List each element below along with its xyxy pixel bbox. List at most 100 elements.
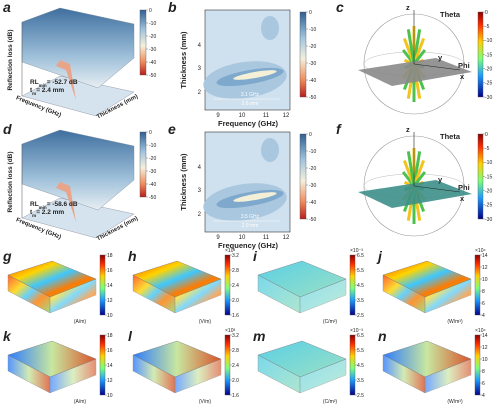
- colorbar-tick-label: 6: [482, 301, 485, 307]
- colorbar-tick-label: -10: [149, 143, 156, 149]
- field-block-side: [174, 358, 222, 394]
- colorbar-tick-label: 8: [482, 289, 485, 295]
- colorbar-tick-label: -5: [485, 24, 490, 30]
- colorbar-tick-label: -50: [309, 95, 316, 101]
- colorbar: [139, 9, 147, 76]
- colorbar-unit: (A/m): [74, 319, 87, 325]
- contour: [261, 16, 279, 40]
- axis-label: z: [406, 3, 410, 12]
- ground-plane: [358, 58, 472, 86]
- colorbar-tick-label: 12: [107, 378, 113, 384]
- colorbar-tick-label: 8: [482, 369, 485, 375]
- colorbar-unit: (C/m²): [323, 319, 337, 325]
- rl-surface: [21, 129, 135, 211]
- colorbar-tick-label: -25: [485, 203, 492, 209]
- colorbar-tick-label: 14: [482, 253, 488, 259]
- y-tick-label: 4: [198, 43, 202, 49]
- colorbar-tick-label: 2.5: [357, 393, 364, 399]
- annotation-sub: m: [32, 91, 36, 96]
- colorbar-tick-label: 3.5: [357, 378, 364, 384]
- axis-label: Theta: [440, 132, 461, 141]
- field-block-side: [424, 278, 472, 314]
- colorbar-tick-label: 2.5: [357, 313, 364, 319]
- panel-label: m: [253, 328, 265, 344]
- colorbar-tick-label: -20: [485, 188, 492, 194]
- colorbar-tick-label: -10: [149, 21, 156, 27]
- colorbar-unit: (A/m): [74, 399, 87, 405]
- annotation-text: RL: [30, 79, 39, 86]
- colorbar-tick-label: -40: [309, 200, 316, 206]
- colorbar-tick-label: -20: [309, 166, 316, 172]
- contour: [233, 70, 277, 80]
- x-tick-label: 11: [263, 235, 270, 241]
- colorbar-tick-label: -20: [485, 66, 492, 72]
- panel-label: i: [253, 248, 258, 264]
- colorbar-exponent: ×10³: [225, 328, 235, 334]
- axis-label: Phi: [458, 183, 470, 192]
- colorbar-tick-label: 1.6: [232, 313, 239, 319]
- colorbar: [99, 254, 106, 316]
- annotation-sub: min: [39, 83, 47, 88]
- colorbar-tick-label: 2.8: [232, 268, 239, 274]
- colorbar-tick-label: -50: [309, 217, 316, 223]
- colorbar-tick-label: -40: [149, 182, 156, 188]
- annotation: 2.6 mm: [242, 101, 259, 107]
- colorbar-tick-label: -10: [309, 149, 316, 155]
- y-tick-label: 3: [198, 188, 202, 194]
- y-tick-label: 2: [198, 90, 202, 96]
- colorbar-tick-label: -40: [309, 78, 316, 84]
- y-axis-label: Reflection loss (dB): [7, 29, 14, 90]
- rl-dip: [56, 182, 76, 222]
- colorbar-tick-label: 14: [107, 363, 113, 369]
- colorbar-tick-label: -30: [485, 95, 492, 101]
- colorbar-tick-label: 12: [107, 298, 113, 304]
- colorbar: [99, 334, 106, 396]
- colorbar: [224, 254, 231, 316]
- colorbar-tick-label: 16: [107, 268, 113, 274]
- colorbar-tick-label: 2.4: [232, 283, 239, 289]
- colorbar-tick-label: -30: [485, 217, 492, 223]
- colorbar-tick-label: 5.5: [357, 268, 364, 274]
- colorbar-tick-label: 0: [309, 10, 312, 16]
- colorbar-tick-label: -25: [485, 81, 492, 87]
- x-tick-label: 11: [263, 113, 270, 119]
- colorbar-tick-label: 6.5: [357, 253, 364, 259]
- floor-map: [21, 197, 135, 239]
- colorbar-tick-label: -20: [309, 44, 316, 50]
- axis: [413, 63, 461, 71]
- annotation: tm= 2.2 mm: [30, 209, 64, 218]
- colorbar-tick-label: -50: [149, 195, 156, 201]
- colorbar-tick-label: 14: [482, 333, 488, 339]
- colorbar-tick-label: 16: [107, 348, 113, 354]
- colorbar-tick-label: -50: [149, 73, 156, 79]
- pattern-lobe: [406, 151, 416, 187]
- x-tick-label: 10: [239, 113, 246, 119]
- panel-label: a: [3, 0, 11, 15]
- colorbar: [299, 11, 307, 98]
- colorbar-tick-label: 2.0: [232, 298, 239, 304]
- annotation-text: = 2.4 mm: [36, 87, 64, 94]
- colorbar-tick-label: 3.5: [357, 298, 364, 304]
- colorbar-unit: (V/m): [199, 399, 212, 405]
- annotation-text: = 2.2 mm: [36, 209, 64, 216]
- panel-label: f: [336, 121, 342, 137]
- colorbar-tick-label: 5.5: [357, 348, 364, 354]
- colorbar-tick-label: -5: [485, 146, 490, 152]
- colorbar-tick-label: 12: [482, 345, 488, 351]
- colorbar-unit: (W/m³): [447, 399, 463, 405]
- colorbar-tick-label: 2.4: [232, 363, 239, 369]
- y-axis-label: Thickness (mm): [179, 31, 188, 89]
- colorbar-tick-label: -20: [149, 156, 156, 162]
- pattern-lobe: [406, 29, 416, 65]
- x-tick-label: 12: [283, 113, 290, 119]
- colorbar: [477, 133, 484, 220]
- colorbar-tick-label: -30: [149, 47, 156, 53]
- y-tick-label: 2: [198, 212, 202, 218]
- colorbar-tick-label: -10: [485, 160, 492, 166]
- panel-label: h: [128, 248, 137, 264]
- colorbar-exponent: ×10⁴: [475, 248, 486, 254]
- colorbar-tick-label: -10: [485, 38, 492, 44]
- colorbar-tick-label: 6: [482, 381, 485, 387]
- contour: [261, 138, 279, 162]
- axis-label: y: [438, 53, 443, 62]
